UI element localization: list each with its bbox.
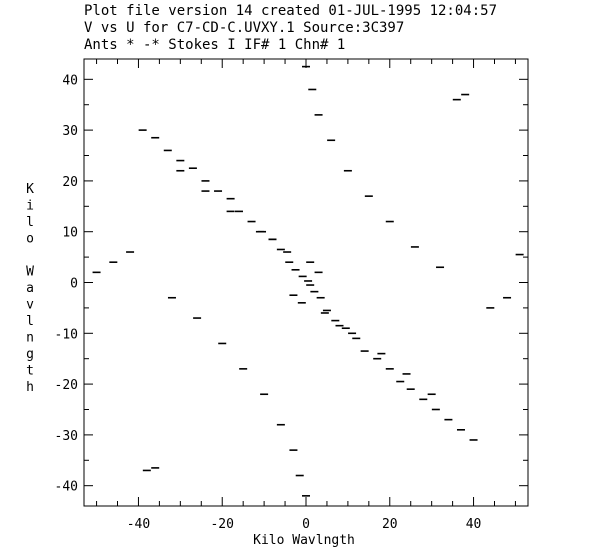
- y-tick-label: 20: [62, 175, 78, 190]
- y-tick-label: -10: [55, 327, 78, 342]
- y-axis-title-char: h: [26, 380, 34, 395]
- y-axis-title-char: o: [26, 232, 34, 247]
- axis-ticks: [84, 59, 528, 506]
- x-tick-labels: -40 -20 0 20 40: [127, 517, 482, 532]
- y-tick-label: -30: [55, 429, 78, 444]
- x-tick-label: -40: [127, 517, 150, 532]
- y-tick-label: 30: [62, 124, 78, 139]
- x-axis-title: Kilo Wavlngth: [253, 533, 355, 548]
- y-axis-title-char: t: [26, 364, 34, 379]
- y-tick-labels: -40 -30 -20 -10 0 10 20 30 40: [55, 73, 78, 494]
- x-tick-label: 40: [466, 517, 482, 532]
- y-tick-label: -20: [55, 378, 78, 393]
- y-axis-title-char: i: [26, 199, 34, 214]
- y-tick-label: -40: [55, 480, 78, 495]
- header-line-1: Plot file version 14 created 01-JUL-1995…: [84, 3, 497, 19]
- header-line-3: Ants * -* Stokes I IF# 1 Chn# 1: [84, 37, 345, 53]
- y-axis-title-char: l: [26, 314, 34, 329]
- header-line-2: V vs U for C7-CD-C.UVXY.1 Source:3C397: [84, 20, 404, 36]
- y-tick-label: 40: [62, 73, 78, 88]
- y-tick-label: 10: [62, 226, 78, 241]
- plot-frame: [83, 58, 529, 507]
- y-axis-title-char: g: [26, 347, 34, 362]
- y-axis-title-char: K: [26, 182, 34, 197]
- x-tick-label: 20: [382, 517, 398, 532]
- y-axis-title-char: v: [26, 298, 34, 313]
- x-tick-label: -20: [210, 517, 233, 532]
- x-tick-label: 0: [302, 517, 310, 532]
- data-points: [92, 65, 524, 497]
- y-tick-label: 0: [70, 277, 78, 292]
- y-axis-title-char: W: [26, 265, 34, 280]
- y-axis-title-char: n: [26, 331, 34, 346]
- y-axis-title-char: a: [26, 281, 34, 296]
- y-axis-title-char: l: [26, 215, 34, 230]
